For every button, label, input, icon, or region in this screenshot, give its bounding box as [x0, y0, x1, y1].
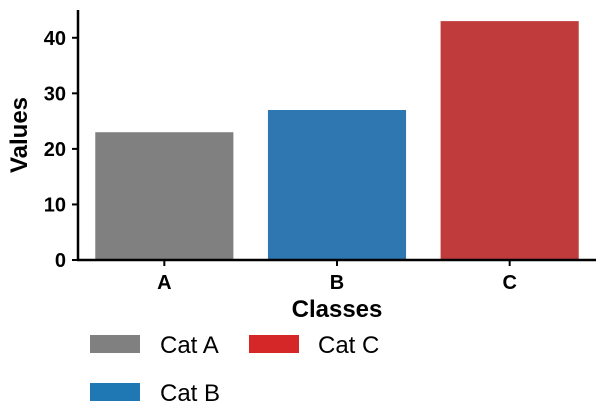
legend-swatch-cat-a	[90, 335, 140, 353]
x-tick-label-a: A	[157, 272, 171, 294]
legend-label-cat-a: Cat A	[160, 332, 219, 359]
y-tick-label-20: 20	[44, 139, 66, 161]
legend-swatch-cat-c	[249, 335, 299, 353]
y-axis-title: Values	[6, 97, 33, 173]
legend-swatch-cat-b	[90, 383, 140, 401]
y-tick-label-10: 10	[44, 194, 66, 216]
x-tick-label-b: B	[330, 272, 344, 294]
x-axis-title: Classes	[292, 296, 383, 323]
legend-label-cat-b: Cat B	[160, 380, 220, 407]
x-ticks-group: A B C	[157, 260, 517, 294]
legend: Cat A Cat C Cat B	[90, 332, 379, 407]
legend-label-cat-c: Cat C	[318, 332, 379, 359]
x-tick-label-c: C	[502, 272, 516, 294]
y-tick-label-0: 0	[55, 250, 66, 272]
y-ticks-group: 0 10 20 30 40	[44, 28, 78, 272]
bar-c	[440, 21, 579, 260]
y-tick-label-30: 30	[44, 83, 66, 105]
bar-b	[267, 110, 407, 260]
y-tick-label-40: 40	[44, 28, 66, 50]
bars-group	[95, 21, 579, 260]
bar-a	[95, 132, 234, 260]
